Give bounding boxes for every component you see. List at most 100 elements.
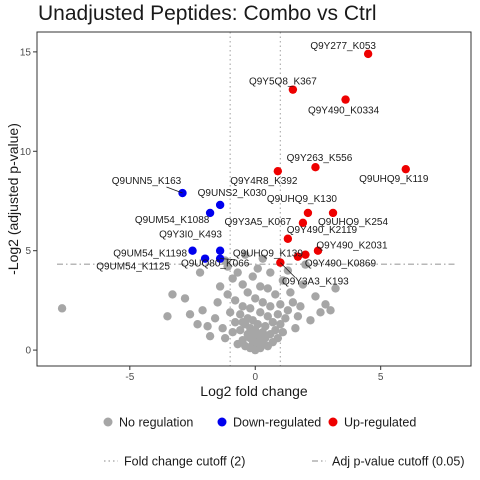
data-point-no-regulation: [273, 310, 283, 319]
data-point-no-regulation: [291, 324, 300, 333]
data-point-no-regulation: [210, 314, 220, 323]
data-point-up-regulated: [303, 208, 313, 218]
data-point-no-regulation: [268, 318, 278, 327]
legend-swatch-up: [328, 417, 338, 427]
data-point-no-regulation: [195, 268, 205, 277]
data-point-no-regulation: [236, 310, 245, 319]
data-point-no-regulation: [301, 260, 310, 269]
cutoff-lines: [57, 32, 456, 366]
data-point-no-regulation: [276, 320, 285, 329]
data-point-no-regulation: [288, 298, 298, 307]
data-point-down-regulated: [200, 254, 210, 263]
data-point-no-regulation: [258, 298, 267, 307]
data-point-up-regulated: [283, 234, 293, 243]
axes: -5 0 5 0 5 10 15 Log2 fold change -Log2 (adjuste…: [5, 47, 384, 399]
data-point-no-regulation: [316, 308, 325, 317]
data-point-no-regulation: [223, 290, 232, 299]
data-point-no-regulation: [321, 300, 330, 309]
label-leader-line: [280, 262, 296, 278]
legend-label-none: No regulation: [119, 416, 193, 430]
data-point-no-regulation: [261, 322, 270, 331]
point-label: Q9UNN5_K163: [112, 176, 182, 187]
data-point-no-regulation: [225, 308, 235, 317]
data-point-no-regulation: [258, 254, 267, 263]
data-point-up-regulated: [313, 246, 323, 255]
y-tick-label: 5: [25, 246, 31, 257]
data-point-no-regulation: [293, 312, 303, 321]
data-point-down-regulated: [188, 246, 197, 255]
data-point-no-regulation: [163, 312, 172, 321]
data-point-up-regulated: [401, 164, 410, 174]
data-point-no-regulation: [298, 280, 308, 289]
x-tick-label: -5: [125, 372, 134, 383]
data-point-no-regulation: [203, 322, 212, 331]
data-point-no-regulation: [266, 302, 275, 311]
point-label: Q9Y5Q8_K367: [249, 77, 317, 88]
plot-frame: [36, 31, 472, 367]
data-point-no-regulation: [241, 250, 250, 259]
point-label: Q9Y3I0_K493: [159, 230, 222, 241]
x-axis-label: Log2 fold change: [200, 383, 308, 399]
data-point-no-regulation: [213, 298, 222, 307]
data-point-up-regulated: [328, 208, 338, 218]
data-point-no-regulation: [256, 282, 265, 291]
data-point-no-regulation: [281, 314, 290, 323]
point-label: Q9UHQ9_K139: [233, 249, 303, 260]
legend-swatch-none: [103, 417, 113, 427]
data-point-no-regulation: [253, 264, 262, 273]
data-point-down-regulated: [215, 200, 225, 210]
legend-label-pv-line: Adj p-value cutoff (0.05): [332, 455, 464, 469]
data-point-up-regulated: [298, 218, 308, 228]
point-label: Q9Y4R8_K392: [230, 176, 298, 187]
data-point-no-regulation: [205, 331, 215, 341]
data-point-no-regulation: [311, 292, 320, 301]
data-point-no-regulation: [228, 328, 237, 337]
x-tick-label: 0: [252, 372, 258, 383]
data-point-no-regulation: [256, 308, 265, 317]
data-point-no-regulation: [220, 333, 230, 343]
data-point-up-regulated: [293, 252, 303, 261]
data-point-no-regulation: [273, 333, 283, 343]
data-point-no-regulation: [218, 324, 227, 333]
y-axis-label: -Log2 (adjusted p-value): [5, 123, 21, 275]
data-point-no-regulation: [306, 316, 315, 325]
data-point-no-regulation: [215, 282, 225, 291]
data-point-no-regulation: [283, 306, 293, 315]
legend-label-fc-line: Fold change cutoff (2): [124, 455, 245, 469]
data-point-no-regulation: [276, 300, 285, 309]
data-point-up-regulated: [273, 166, 283, 176]
data-point-no-regulation: [266, 268, 275, 277]
data-point-no-regulation: [228, 274, 237, 283]
data-point-no-regulation: [180, 294, 190, 303]
data-point-no-regulation: [278, 328, 288, 337]
data-point-no-regulation: [236, 326, 245, 335]
data-point-no-regulation: [168, 290, 177, 299]
data-point-up-regulated: [301, 250, 310, 259]
legend-label-up: Up-regulated: [344, 416, 416, 430]
legend-swatch-down: [217, 417, 227, 427]
legend: No regulation Down-regulated Up-regulated F…: [103, 416, 464, 469]
data-point-no-regulation: [286, 288, 295, 297]
data-point-down-regulated: [215, 246, 225, 255]
point-label: Q9Y263_K556: [287, 153, 353, 164]
data-point-up-regulated: [311, 162, 320, 172]
label-leader-line: [166, 186, 183, 194]
data-point-no-regulation: [57, 304, 67, 313]
data-point-no-regulation: [230, 318, 240, 327]
data-point-no-regulation: [233, 268, 242, 277]
data-point-no-regulation: [185, 310, 195, 319]
legend-label-down: Down-regulated: [233, 416, 321, 430]
label-leader-line: [220, 258, 236, 261]
chart-title: Unadjusted Peptides: Combo vs Ctrl: [38, 2, 377, 25]
data-point-no-regulation: [243, 288, 252, 297]
data-point-up-regulated: [363, 49, 373, 59]
data-point-no-regulation: [238, 318, 247, 327]
data-point-up-regulated: [288, 85, 298, 94]
data-point-no-regulation: [193, 320, 202, 329]
point-label: Q9Y490_K2031: [316, 241, 388, 252]
data-point-up-regulated: [341, 95, 350, 104]
point-label: Q9UHQ9_K119: [359, 174, 429, 185]
point-layer: [57, 49, 410, 355]
data-point-no-regulation: [251, 294, 260, 303]
